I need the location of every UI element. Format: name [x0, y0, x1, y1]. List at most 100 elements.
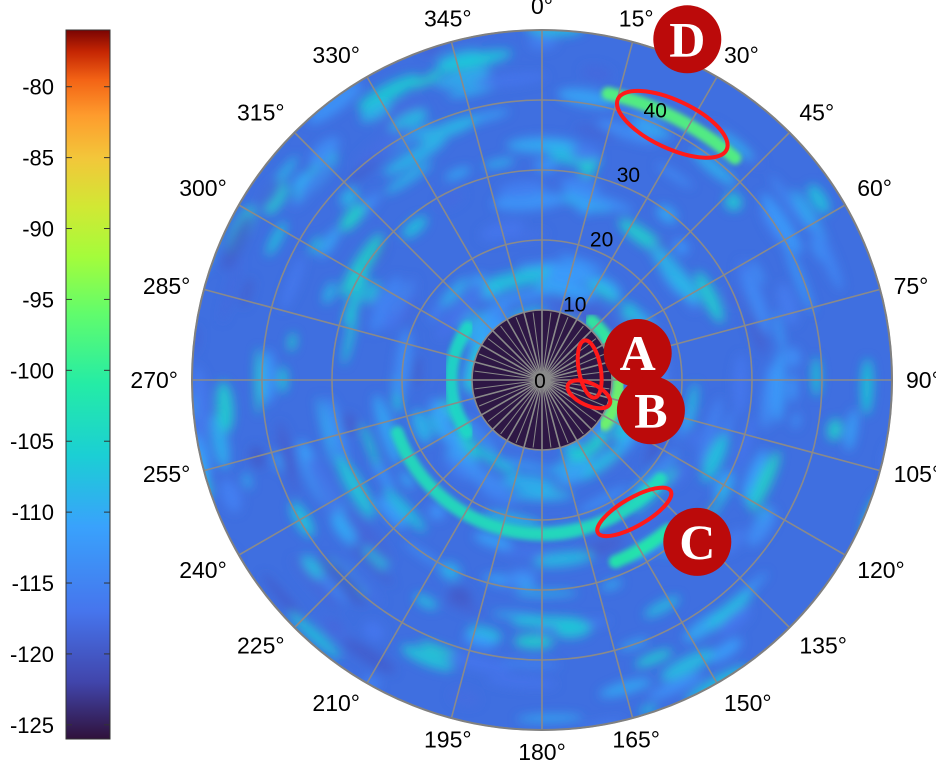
heatmap-cell — [516, 714, 584, 723]
heatmap-cell — [827, 418, 843, 441]
annotation-marker-d — [653, 5, 722, 74]
heatmap-cell — [750, 260, 765, 285]
blind-zone-spoke — [500, 325, 543, 381]
heatmap-cell — [259, 178, 283, 209]
heatmap-cell — [733, 354, 748, 415]
blind-zone-spoke — [541, 379, 605, 407]
heatmap-band — [601, 87, 742, 165]
annotation-ellipse-b — [565, 378, 613, 411]
heatmap-cell — [860, 358, 874, 415]
angular-tick-label: 60° — [857, 175, 892, 201]
heatmap-cell — [555, 620, 592, 639]
heatmap-cell — [436, 281, 487, 339]
heatmap-cell — [749, 451, 780, 512]
heatmap-cell — [417, 116, 479, 143]
heatmap-cell — [357, 74, 420, 111]
heatmap-cell — [599, 678, 652, 698]
heatmap-cell — [695, 271, 724, 323]
heatmap-cell — [342, 309, 357, 366]
heatmap-cell — [635, 649, 673, 668]
heatmap-cell — [402, 216, 428, 239]
colorbar: -80 -85 -90 -95 -100 -105 -110 -115 -120 -125 — [10, 29, 111, 740]
angular-tick-label: 345° — [424, 5, 472, 31]
heatmap-cell — [255, 347, 262, 415]
polar-outline — [191, 29, 893, 731]
angular-tick-label: 180° — [518, 739, 566, 765]
angular-tick-label: 300° — [179, 175, 227, 201]
heatmap-cell — [447, 653, 512, 674]
heatmap-cell — [448, 586, 472, 605]
heatmap-cell — [302, 554, 324, 579]
heatmap-cell — [292, 557, 340, 611]
heatmap-cell — [549, 454, 594, 475]
blind-zone-spoke — [493, 379, 543, 429]
heatmap-cell — [689, 430, 700, 447]
heatmap-cell — [342, 509, 392, 564]
heatmap-cell — [772, 350, 786, 423]
heatmap-cell — [582, 65, 613, 81]
heatmap-cell — [376, 496, 407, 530]
heatmap-cell — [611, 103, 666, 125]
blind-zone-spoke — [523, 379, 543, 446]
angular-tick-label: 150° — [724, 690, 772, 716]
colorbar-tick-label: -100 — [10, 358, 54, 383]
heatmap-cell — [577, 486, 630, 514]
heatmap-cell — [482, 511, 543, 530]
heatmap-cell — [568, 143, 600, 162]
blind-zone-spoke — [541, 379, 591, 429]
heatmap-cell — [514, 590, 578, 597]
blind-zone-spoke — [532, 312, 543, 381]
angular-tick-label: 225° — [237, 632, 285, 658]
blind-zone-spoke — [541, 379, 569, 443]
heatmap-cell — [317, 396, 335, 465]
heatmap-cell — [534, 158, 557, 173]
heatmap-cell — [660, 649, 715, 681]
blind-zone-spoke — [541, 338, 597, 381]
blind-zone-spoke — [532, 379, 543, 448]
angular-tick-label: 15° — [619, 5, 654, 31]
blind-zone-spoke — [541, 379, 552, 448]
annotation-marker-c — [663, 507, 732, 576]
colorbar-tick-label: -105 — [10, 429, 54, 454]
blind-zone-spoke — [482, 345, 543, 381]
heatmap-cell — [724, 193, 742, 211]
heatmap-cell — [413, 355, 421, 387]
angular-tick-label: 105° — [894, 461, 936, 487]
blind-zone-spoke — [479, 379, 543, 407]
angular-tick-label: 195° — [424, 727, 472, 753]
heatmap-cell — [558, 254, 605, 272]
annotation-ellipse-d — [614, 88, 730, 160]
heatmap-cell — [262, 574, 309, 628]
heatmap-cell — [393, 393, 401, 410]
heatmap-cell — [380, 101, 423, 128]
heatmap-cell — [383, 487, 426, 532]
heatmap-cell — [216, 381, 234, 433]
heatmap-cell — [383, 137, 447, 176]
blind-zone-spoke — [515, 379, 543, 443]
heatmap-cell — [276, 433, 298, 494]
heatmap-cell — [638, 705, 658, 715]
heatmap-cell — [463, 416, 499, 455]
blind-zone-spoke — [541, 320, 577, 381]
colorbar-tick-label: -85 — [22, 146, 54, 171]
annotation-label-b: B — [634, 382, 667, 438]
heatmap-cell — [330, 514, 356, 546]
heatmap-cell — [562, 187, 633, 213]
heatmap-cell — [473, 532, 513, 550]
heatmap-cell — [221, 258, 241, 322]
angular-tick-label: 165° — [612, 727, 660, 753]
radial-tick-label: 40 — [644, 99, 667, 122]
heatmap-cell — [499, 289, 553, 303]
heatmap-cell — [707, 484, 732, 520]
heatmap-cell — [678, 406, 691, 439]
heatmap-cell — [389, 109, 428, 134]
heatmap-cell — [807, 184, 830, 214]
heatmap-cell — [437, 190, 464, 209]
blind-zone-spoke — [541, 379, 561, 446]
heatmap-cell — [429, 56, 493, 75]
heatmap-cell — [540, 277, 597, 300]
heatmap-cell — [597, 119, 658, 145]
heatmap-cell — [538, 261, 598, 283]
radial-tick-label: 10 — [563, 293, 586, 316]
